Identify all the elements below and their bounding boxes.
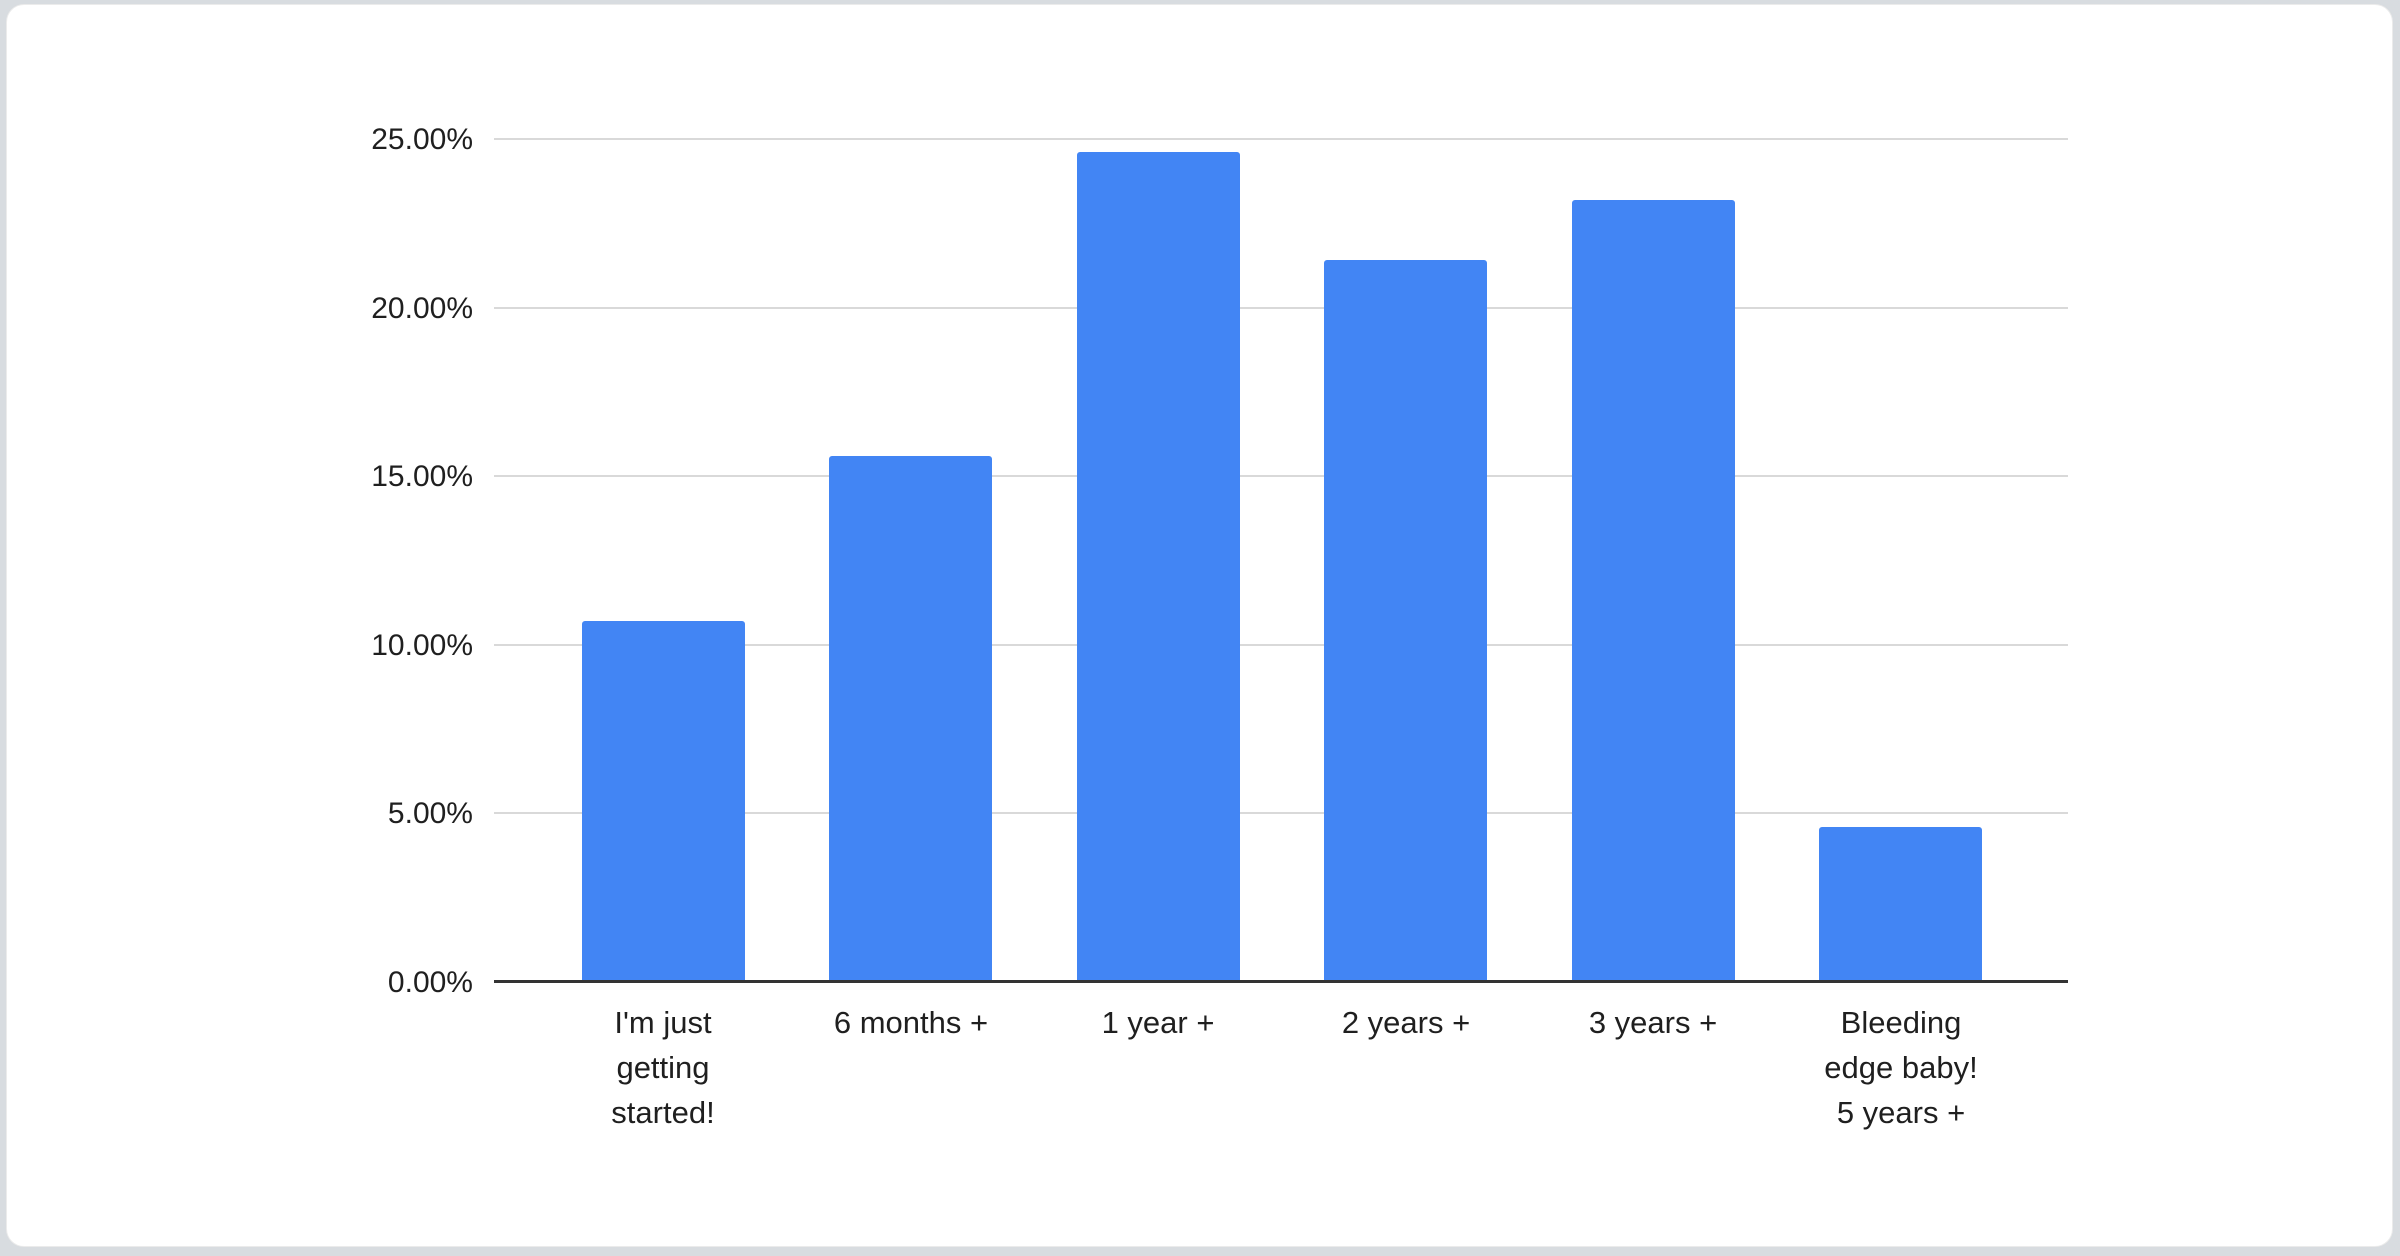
x-category-label: Bleeding edge baby! 5 years + <box>1824 1005 1978 1130</box>
gridline <box>494 643 2068 646</box>
bar <box>1819 827 1982 982</box>
bar <box>582 621 745 982</box>
x-category-label: 3 years + <box>1588 1005 1718 1040</box>
y-axis-tick-label: 10.00% <box>371 628 473 662</box>
x-category-label: 1 year + <box>1101 1005 1215 1040</box>
bar <box>829 456 992 982</box>
x-category-label: I'm just getting started! <box>611 1005 715 1130</box>
x-axis-line <box>494 980 2068 983</box>
y-axis-tick-label: 15.00% <box>371 460 473 494</box>
bar <box>1324 260 1487 982</box>
y-axis-tick-label: 20.00% <box>371 291 473 325</box>
y-axis-tick-label: 0.00% <box>387 966 473 999</box>
gridline <box>494 138 2068 140</box>
y-axis-tick-label: 5.00% <box>387 797 473 831</box>
y-axis-tick-label: 25.00% <box>371 123 473 156</box>
x-category-label: 6 months + <box>833 1005 989 1040</box>
gridline <box>494 306 2068 309</box>
x-category-label: 2 years + <box>1341 1005 1471 1040</box>
gridline <box>494 475 2068 478</box>
bar <box>1077 152 1240 982</box>
gridline <box>494 812 2068 815</box>
bar <box>1572 200 1735 982</box>
